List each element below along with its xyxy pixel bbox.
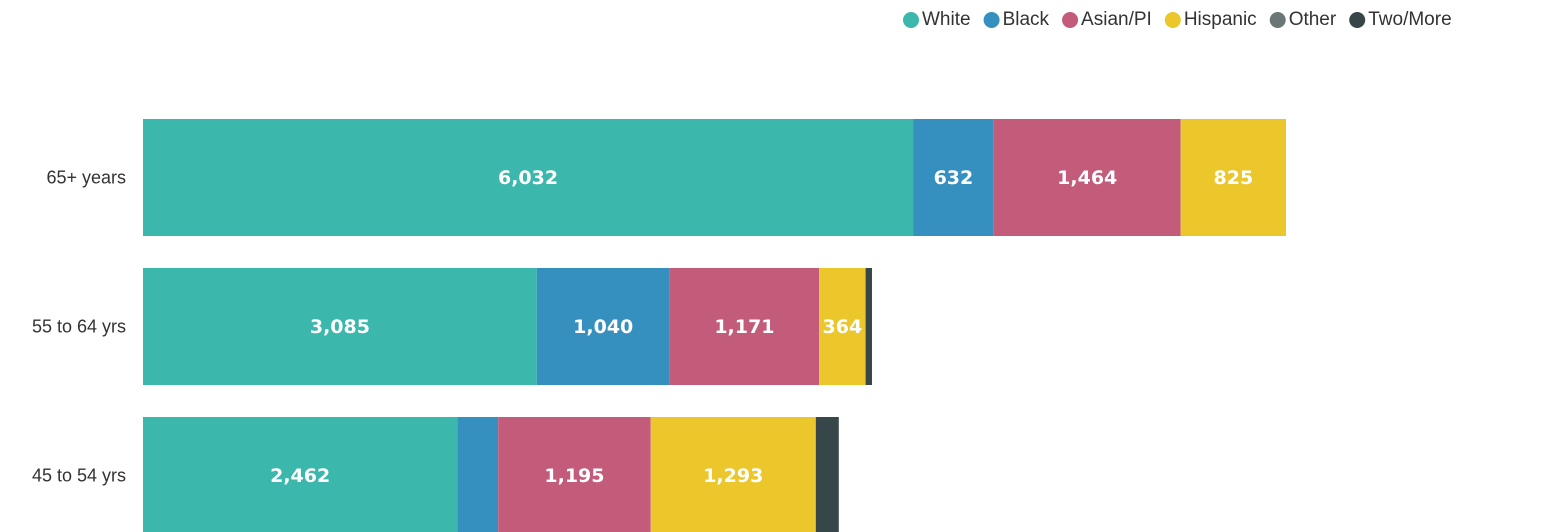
bar-segment [819, 268, 866, 385]
value-label: 364 [823, 316, 863, 338]
value-label: 825 [1214, 167, 1254, 189]
category-label: 55 to 64 yrs [32, 316, 126, 336]
bar-segment [913, 119, 994, 236]
legend-marker [1269, 12, 1286, 28]
bar-segment [1180, 119, 1286, 236]
value-label: 6,032 [498, 167, 558, 189]
legend-label: Hispanic [1184, 9, 1257, 30]
value-label: 2,462 [270, 465, 330, 487]
value-label: 3,085 [310, 316, 370, 338]
legend-marker [983, 12, 1000, 28]
bar-segment [143, 119, 914, 236]
bar-segment [143, 268, 537, 385]
legend-label: White [922, 9, 971, 30]
legend-marker [1164, 12, 1181, 28]
bar-segment [993, 119, 1181, 236]
legend-label: Asian/PI [1081, 9, 1152, 30]
legend-label: Other [1289, 9, 1337, 30]
bar-segment [865, 268, 872, 385]
value-label: 1,464 [1057, 167, 1117, 189]
legend-marker [1349, 12, 1366, 28]
category-label: 45 to 54 yrs [32, 465, 126, 485]
bar-segment [457, 417, 499, 532]
bar-segment [669, 268, 820, 385]
value-label: 632 [934, 167, 974, 189]
bar-segment [536, 268, 670, 385]
value-label: 1,040 [573, 316, 633, 338]
bar-segment [498, 417, 651, 532]
bar-segment [650, 417, 816, 532]
category-label: 65+ years [46, 167, 126, 187]
value-label: 1,171 [714, 316, 774, 338]
legend-marker [1062, 12, 1079, 28]
value-label: 1,195 [544, 465, 604, 487]
legend-label: Black [1003, 9, 1050, 30]
legend-marker [903, 12, 919, 28]
bar-segment [143, 417, 458, 532]
legend-label: Two/More [1368, 9, 1451, 30]
bar-segment [815, 417, 839, 532]
value-label: 1,293 [703, 465, 763, 487]
